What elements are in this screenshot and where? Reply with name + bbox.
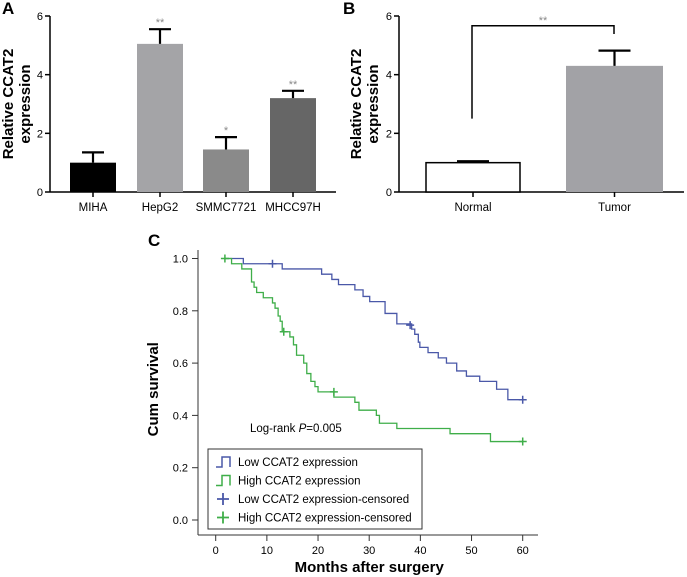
y-tick-label: 6 [37, 11, 43, 23]
y-tick-label: 0 [37, 187, 43, 199]
censor-mark [406, 321, 415, 330]
bar-normal [425, 161, 521, 193]
y-axis-label-line-1: Relative CCAT2 [348, 49, 365, 160]
y-tick-label: 4 [37, 70, 43, 82]
y-tick-label: 0.6 [173, 358, 188, 370]
censor-mark [279, 327, 288, 336]
x-tick-label: 10 [261, 545, 273, 557]
bar-mhcc97h [270, 98, 316, 192]
significance-marker: * [224, 125, 229, 137]
y-axis-label-line-1: Relative CCAT2 [0, 49, 17, 160]
censor-mark [220, 254, 229, 263]
panel-label-a: A [2, 0, 14, 18]
logrank-annotation: Log-rank P=0.005 [250, 423, 342, 435]
y-tick-label: 2 [386, 128, 392, 140]
bar-tumor [566, 65, 663, 192]
x-tick-label: 30 [363, 545, 375, 557]
logrank-prefix: Log-rank [250, 423, 299, 435]
logrank-p: P [299, 423, 307, 435]
logrank-value: =0.005 [306, 423, 342, 435]
legend-step-icon [216, 456, 231, 468]
y-axis-label-line-2: expression [17, 64, 34, 143]
legend-step-icon [216, 474, 231, 487]
legend-censor-icon [217, 511, 229, 524]
x-tick-label: 60 [517, 545, 529, 557]
y-tick-label: 1.0 [173, 254, 188, 266]
y-axis-label: Cum survival [145, 342, 162, 436]
x-tick-label: Tumor [598, 202, 631, 214]
significance-bracket [471, 24, 615, 119]
bar-hepg2 [137, 43, 183, 192]
y-tick-label: 4 [386, 70, 392, 82]
censor-mark [518, 395, 527, 404]
x-tick-label: HepG2 [142, 202, 178, 214]
y-tick-label: 0 [386, 187, 392, 199]
x-tick-label: 0 [213, 545, 219, 557]
bar-smmc7721 [203, 149, 249, 192]
x-tick-label: Normal [454, 202, 491, 214]
legend-entry: Low CCAT2 expression [238, 457, 358, 469]
y-tick-label: 6 [386, 11, 392, 23]
y-tick-label: 0.0 [173, 515, 188, 527]
panel-label-b: B [343, 0, 355, 18]
km-curve-low [224, 257, 523, 401]
y-tick-label: 0.4 [173, 410, 188, 422]
bar-miha [70, 162, 116, 192]
significance-marker: ** [539, 15, 548, 27]
censor-mark [518, 437, 527, 446]
x-tick-label: MHCC97H [265, 202, 321, 214]
x-tick-label: 50 [465, 545, 477, 557]
y-tick-label: 0.8 [173, 306, 188, 318]
x-tick-label: SMMC7721 [196, 202, 257, 214]
censor-mark [268, 259, 277, 268]
x-tick-label: 40 [414, 545, 426, 557]
x-tick-label: 20 [312, 545, 324, 557]
legend-entry: High CCAT2 expression-censored [238, 513, 412, 525]
x-tick-label: MIHA [79, 202, 108, 214]
panel-label-c: C [148, 231, 160, 250]
legend-censor-icon [217, 493, 229, 505]
legend [207, 448, 423, 530]
legend-entry: Low CCAT2 expression-censored [238, 494, 409, 506]
km-curve-high [224, 257, 523, 443]
y-tick-label: 2 [37, 128, 43, 140]
significance-marker: ** [289, 79, 298, 91]
legend-entry: High CCAT2 expression [238, 476, 361, 488]
censor-mark [329, 387, 338, 396]
y-tick-label: 0.2 [173, 463, 188, 475]
y-axis-label-line-2: expression [365, 64, 382, 143]
significance-marker: ** [156, 17, 165, 29]
x-axis-label: Months after surgery [295, 559, 445, 576]
